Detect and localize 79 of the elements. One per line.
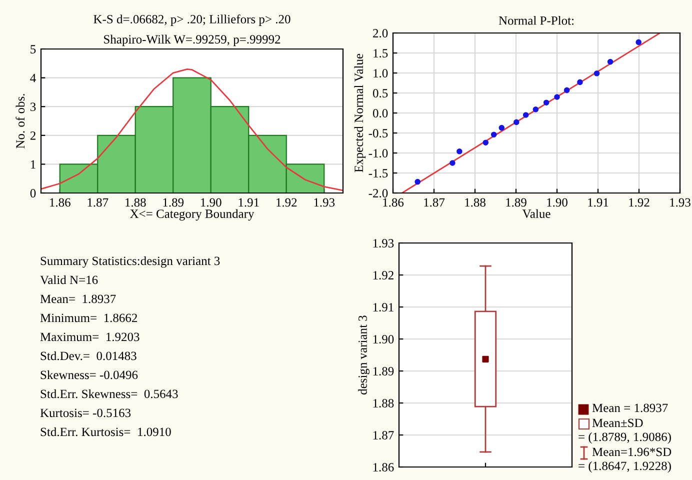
point (522, 112, 529, 118)
x-tick-label: 1.90 (201, 198, 222, 207)
y-tick-label: 1 (30, 160, 36, 169)
x-tick-label: 1.93 (314, 198, 335, 207)
x-axis-title: X<= Category Boundary (130, 209, 254, 221)
x-tick-label: 1.92 (629, 198, 650, 207)
y-tick-label: 1.93 (373, 239, 394, 248)
point (594, 70, 600, 76)
x-tick-label: 1.87 (88, 198, 108, 207)
y-tick-label: -1.5 (368, 169, 388, 178)
chart-title: K-S d=.06682, p> .20; Lilliefors p> .20 (94, 14, 290, 26)
text: Std.Dev.= 0.01483 (40, 351, 136, 360)
chart-subtitle: Shapiro-Wilk W=.99259, p=.99992 (104, 34, 280, 46)
y-tick-label: 2.0 (373, 29, 388, 38)
x-tick-label: 1.86 (50, 198, 70, 207)
text: Std.Err. Skewness= 0.5643 (40, 389, 178, 398)
y-tick-label: -1.0 (368, 149, 388, 158)
text: Skewness= -0.0496 (40, 370, 138, 380)
x-tick-label: 1.88 (126, 198, 146, 207)
y-tick-label: 1.5 (374, 49, 388, 58)
y-tick-label: 5 (30, 45, 36, 54)
x-tick-label: 1.90 (547, 198, 568, 207)
point (490, 132, 497, 138)
point (543, 100, 550, 106)
x-tick-label: 1.89 (163, 198, 184, 207)
text: Mean=1.96*SD (592, 448, 672, 456)
chart-title: Normal P-Plot: (498, 16, 574, 25)
point (450, 160, 456, 166)
x-tick-label: 1.87 (424, 198, 445, 207)
y-tick-label: 2 (30, 131, 36, 140)
point (564, 87, 570, 94)
point (482, 140, 489, 146)
text: = (1.8647, 1.9228) (578, 461, 671, 473)
y-tick-label: -0.5 (368, 129, 388, 138)
text: Mean = 1.8937 (592, 404, 668, 412)
point (532, 106, 539, 112)
y-tick-label: 0 (30, 189, 36, 198)
y-tick-label: 1.89 (373, 367, 394, 376)
text: Summary Statistics:design variant 3 (40, 256, 220, 268)
x-tick-label: 1.92 (276, 198, 297, 207)
point (636, 39, 642, 46)
point (456, 148, 462, 154)
y-tick-label: 1.88 (373, 399, 394, 408)
x-tick-label: 1.88 (465, 198, 486, 207)
x-tick-label: 1.91 (238, 198, 259, 207)
y-tick-label: 1.92 (373, 271, 394, 280)
text: Minimum= 1.8662 (40, 314, 137, 322)
text: Maximum= 1.9203 (40, 332, 140, 342)
x-tick-label: 1.93 (670, 198, 690, 207)
text: Mean±SD (592, 418, 643, 428)
y-tick-label: 0.5 (372, 89, 388, 98)
y-axis-title: Expected Normal Value (354, 54, 366, 172)
y-tick-label: 1.86 (373, 463, 394, 472)
point (577, 79, 583, 86)
point (554, 94, 560, 100)
y-tick-label: 1.90 (373, 335, 394, 344)
text: Valid N=16 (40, 275, 98, 284)
point (514, 119, 520, 126)
x-axis-title: Value (522, 209, 550, 218)
x-tick-label: 1.91 (588, 198, 608, 207)
y-tick-label: 4 (30, 74, 36, 82)
y-axis-title: No. of obs. (16, 94, 25, 148)
x-tick-label: 1.86 (383, 198, 404, 207)
y-axis-title: design variant 3 (358, 316, 370, 394)
text: = (1.8789, 1.9086) (578, 432, 671, 444)
y-tick-label: 1.87 (373, 431, 394, 440)
y-tick-label: 1.0 (374, 69, 388, 78)
text: Std.Err. Kurtosis= 1.0910 (40, 427, 171, 436)
y-tick-label: 3 (30, 102, 36, 112)
text: Kurtosis= -0.5163 (40, 408, 131, 418)
line-series (41, 68, 343, 192)
text: Mean= 1.8937 (40, 294, 116, 304)
point (414, 178, 420, 185)
y-tick-label: 0.0 (372, 109, 388, 118)
x-tick-label: 1.89 (506, 198, 526, 207)
point (498, 124, 505, 131)
y-tick-label: 1.91 (373, 303, 394, 312)
y-tick-label: -2.0 (368, 189, 388, 198)
point (607, 58, 614, 65)
